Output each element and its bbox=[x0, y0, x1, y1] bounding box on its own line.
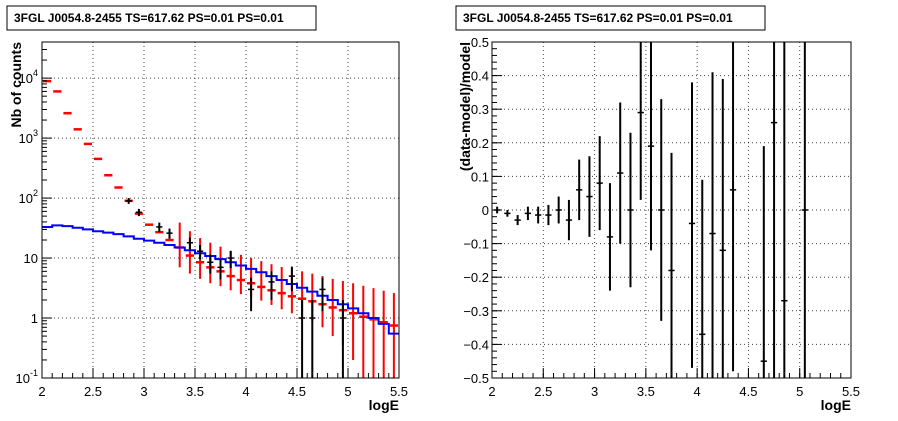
residuals-x-tick-labels: 2 2.5 3 3.5 4 4.5 5 5.5 bbox=[488, 384, 860, 399]
counts-ticks bbox=[41, 41, 400, 379]
counts-plot-frame bbox=[41, 41, 400, 379]
counts-y-tick-base: 10 bbox=[19, 71, 33, 86]
residuals-y-tick-label: 0.4 bbox=[471, 69, 489, 84]
counts-grid bbox=[42, 42, 399, 378]
residuals-x-tick-label: 3 bbox=[591, 384, 598, 399]
residuals-x-tick-label: 2 bbox=[488, 384, 495, 399]
residuals-y-axis-title: (data-model)/model bbox=[457, 42, 473, 171]
residuals-y-tick-label: 0.5 bbox=[471, 35, 489, 50]
counts-x-tick-label: 3 bbox=[140, 384, 147, 399]
counts-y-tick-label: 10 bbox=[24, 251, 38, 266]
counts-y-tick-base: 1 bbox=[31, 311, 38, 326]
residuals-ticks bbox=[491, 41, 852, 379]
residuals-x-tick-label: 2.5 bbox=[534, 384, 552, 399]
counts-data-series bbox=[125, 198, 346, 378]
counts-y-tick-base: 10 bbox=[19, 191, 33, 206]
counts-y-tick-label: 102 bbox=[19, 188, 38, 206]
counts-y-tick-exponent: -1 bbox=[30, 368, 38, 378]
counts-x-axis-title: logE bbox=[369, 397, 399, 413]
residuals-y-tick-labels: −0.5 −0.4 −0.3 −0.2 −0.1 0 0.1 0.2 0.3 0.4 0.5 bbox=[463, 35, 489, 386]
counts-x-tick-labels: 2 2.5 3 3.5 4 4.5 5 5.5 bbox=[38, 384, 408, 399]
counts-y-tick-label: 103 bbox=[19, 128, 38, 146]
counts-y-tick-label: 104 bbox=[19, 68, 38, 86]
residuals-y-tick-label: −0.5 bbox=[463, 371, 489, 386]
residuals-data-series bbox=[494, 42, 808, 378]
residuals-grid bbox=[492, 42, 851, 378]
counts-y-axis-title: Nb of counts bbox=[8, 42, 24, 128]
counts-source-model-line bbox=[42, 224, 399, 335]
residuals-title-box bbox=[455, 5, 766, 31]
counts-y-tick-base: 10 bbox=[19, 131, 33, 146]
counts-y-tick-base: 10 bbox=[16, 371, 30, 386]
residuals-x-tick-label: 4.5 bbox=[739, 384, 757, 399]
residuals-y-tick-label: 0 bbox=[482, 203, 489, 218]
counts-y-tick-exponent: 2 bbox=[33, 188, 38, 198]
residuals-x-axis-title: logE bbox=[821, 397, 851, 413]
residuals-panel: 3FGL J0054.8-2455 TS=617.62 PS=0.01 PS=0… bbox=[455, 5, 860, 413]
counts-source-model-series bbox=[42, 224, 399, 335]
counts-panel: 3FGL J0054.8-2455 TS=617.62 PS=0.01 PS=0… bbox=[6, 5, 408, 413]
counts-x-tick-label: 3.5 bbox=[186, 384, 204, 399]
counts-y-tick-label: 1 bbox=[31, 311, 38, 326]
residuals-y-tick-label: −0.1 bbox=[463, 237, 489, 252]
counts-title: 3FGL J0054.8-2455 TS=617.62 PS=0.01 PS=0… bbox=[14, 11, 284, 25]
counts-y-tick-label: 10-1 bbox=[16, 368, 38, 386]
counts-title-box bbox=[6, 5, 317, 31]
counts-y-tick-exponent: 3 bbox=[33, 128, 38, 138]
counts-x-tick-label: 2 bbox=[38, 384, 45, 399]
residuals-y-tick-label: 0.1 bbox=[471, 169, 489, 184]
counts-x-tick-label: 5 bbox=[344, 384, 351, 399]
residuals-x-tick-label: 5 bbox=[796, 384, 803, 399]
counts-y-tick-base: 10 bbox=[24, 251, 38, 266]
residuals-y-tick-label: −0.3 bbox=[463, 304, 489, 319]
counts-x-tick-label: 4.5 bbox=[288, 384, 306, 399]
residuals-y-tick-label: −0.2 bbox=[463, 270, 489, 285]
residuals-y-tick-label: 0.3 bbox=[471, 102, 489, 117]
residuals-x-tick-label: 3.5 bbox=[637, 384, 655, 399]
residuals-y-tick-label: −0.4 bbox=[463, 337, 489, 352]
counts-model-total-series bbox=[43, 79, 398, 378]
counts-x-tick-label: 5.5 bbox=[390, 384, 408, 399]
residuals-x-tick-label: 4 bbox=[694, 384, 701, 399]
residuals-x-tick-label: 5.5 bbox=[842, 384, 860, 399]
counts-x-tick-label: 2.5 bbox=[84, 384, 102, 399]
residuals-title: 3FGL J0054.8-2455 TS=617.62 PS=0.01 PS=0… bbox=[463, 11, 733, 25]
residuals-y-tick-label: 0.2 bbox=[471, 136, 489, 151]
counts-y-tick-exponent: 4 bbox=[33, 68, 38, 78]
counts-x-tick-label: 4 bbox=[242, 384, 249, 399]
